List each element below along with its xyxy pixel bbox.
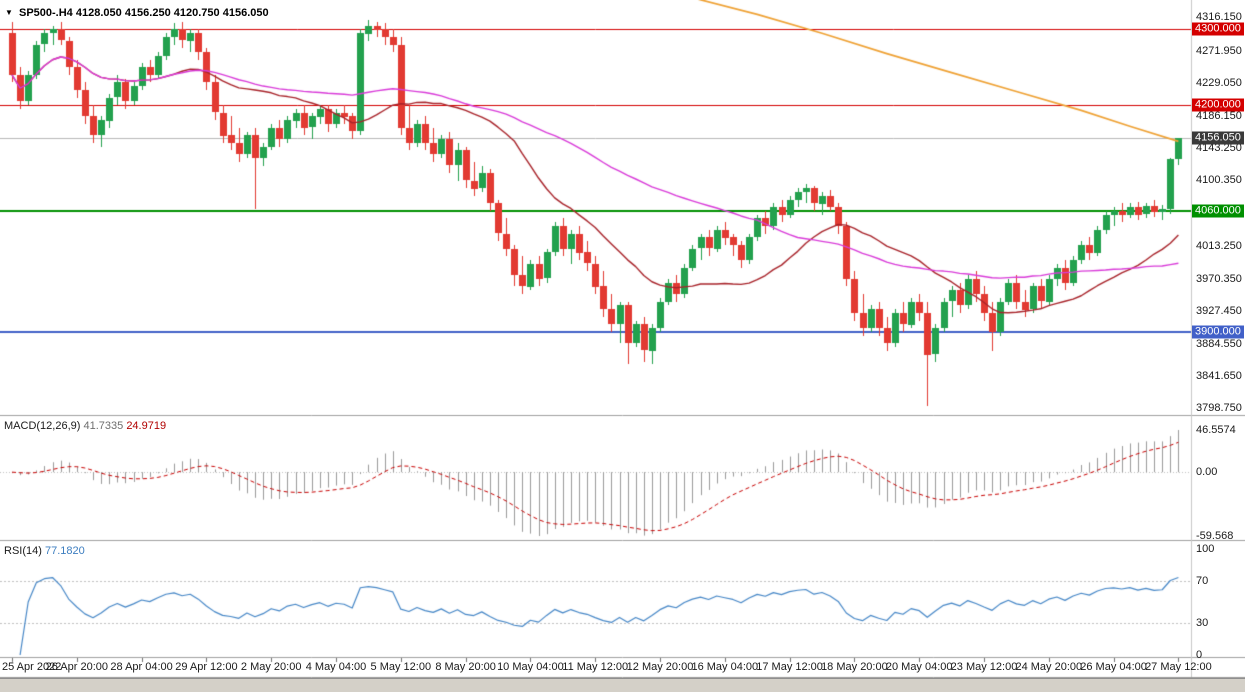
price-chart-canvas[interactable] — [0, 0, 1245, 692]
trading-chart-window: ▼ SP500-.H4 4128.050 4156.250 4120.750 4… — [0, 0, 1245, 692]
